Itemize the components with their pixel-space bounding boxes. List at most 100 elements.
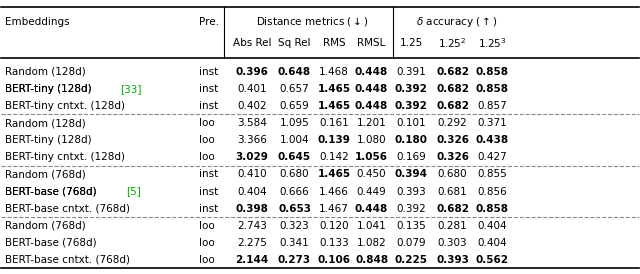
Text: Pre.: Pre. bbox=[199, 17, 219, 27]
Text: 0.682: 0.682 bbox=[436, 101, 469, 111]
Text: 0.120: 0.120 bbox=[319, 221, 349, 231]
Text: 0.392: 0.392 bbox=[395, 101, 428, 111]
Text: 0.659: 0.659 bbox=[280, 101, 309, 111]
Text: $\delta$ accuracy ($\uparrow$): $\delta$ accuracy ($\uparrow$) bbox=[415, 15, 497, 29]
Text: 0.648: 0.648 bbox=[278, 67, 311, 77]
Text: RMSL: RMSL bbox=[357, 38, 386, 48]
Text: Random (768d): Random (768d) bbox=[4, 221, 85, 231]
Text: inst: inst bbox=[199, 84, 218, 94]
Text: 0.856: 0.856 bbox=[477, 187, 507, 196]
Text: 0.133: 0.133 bbox=[319, 238, 349, 248]
Text: loo: loo bbox=[199, 118, 214, 128]
Text: 0.855: 0.855 bbox=[477, 169, 507, 179]
Text: 0.401: 0.401 bbox=[237, 84, 267, 94]
Text: 0.101: 0.101 bbox=[396, 118, 426, 128]
Text: loo: loo bbox=[199, 255, 214, 265]
Text: 0.326: 0.326 bbox=[436, 152, 469, 162]
Text: BERT-tiny cntxt. (128d): BERT-tiny cntxt. (128d) bbox=[4, 152, 125, 162]
Text: 0.225: 0.225 bbox=[395, 255, 428, 265]
Text: 1.082: 1.082 bbox=[356, 238, 387, 248]
Text: inst: inst bbox=[199, 101, 218, 111]
Text: 0.645: 0.645 bbox=[278, 152, 311, 162]
Text: 1.080: 1.080 bbox=[357, 135, 387, 145]
Text: 1.467: 1.467 bbox=[319, 204, 349, 214]
Text: inst: inst bbox=[199, 67, 218, 77]
Text: 1.468: 1.468 bbox=[319, 67, 349, 77]
Text: BERT-base cntxt. (768d): BERT-base cntxt. (768d) bbox=[4, 204, 129, 214]
Text: 0.396: 0.396 bbox=[236, 67, 268, 77]
Text: 1.095: 1.095 bbox=[280, 118, 309, 128]
Text: 0.682: 0.682 bbox=[436, 204, 469, 214]
Text: 0.657: 0.657 bbox=[280, 84, 309, 94]
Text: 0.341: 0.341 bbox=[280, 238, 309, 248]
Text: 0.448: 0.448 bbox=[355, 101, 388, 111]
Text: 3.029: 3.029 bbox=[236, 152, 268, 162]
Text: 1.25: 1.25 bbox=[399, 38, 423, 48]
Text: BERT-tiny cntxt. (128d): BERT-tiny cntxt. (128d) bbox=[4, 101, 125, 111]
Text: 1.465: 1.465 bbox=[317, 84, 351, 94]
Text: $1.25^2$: $1.25^2$ bbox=[438, 36, 467, 50]
Text: 0.450: 0.450 bbox=[357, 169, 387, 179]
Text: 1.056: 1.056 bbox=[355, 152, 388, 162]
Text: 0.562: 0.562 bbox=[476, 255, 509, 265]
Text: Embeddings: Embeddings bbox=[4, 17, 69, 27]
Text: inst: inst bbox=[199, 169, 218, 179]
Text: 0.404: 0.404 bbox=[477, 221, 507, 231]
Text: 1.465: 1.465 bbox=[317, 101, 351, 111]
Text: 0.303: 0.303 bbox=[438, 238, 467, 248]
Text: loo: loo bbox=[199, 135, 214, 145]
Text: 0.858: 0.858 bbox=[476, 84, 509, 94]
Text: 0.392: 0.392 bbox=[395, 84, 428, 94]
Text: 0.292: 0.292 bbox=[438, 118, 467, 128]
Text: 0.410: 0.410 bbox=[237, 169, 267, 179]
Text: 1.465: 1.465 bbox=[317, 169, 351, 179]
Text: 0.404: 0.404 bbox=[237, 187, 267, 196]
Text: 3.366: 3.366 bbox=[237, 135, 267, 145]
Text: 0.682: 0.682 bbox=[436, 67, 469, 77]
Text: 0.682: 0.682 bbox=[436, 84, 469, 94]
Text: 0.323: 0.323 bbox=[280, 221, 309, 231]
Text: Random (128d): Random (128d) bbox=[4, 67, 85, 77]
Text: BERT-tiny (128d): BERT-tiny (128d) bbox=[4, 84, 95, 94]
Text: 1.004: 1.004 bbox=[280, 135, 309, 145]
Text: Distance metrics ($\downarrow$): Distance metrics ($\downarrow$) bbox=[256, 15, 369, 28]
Text: 0.402: 0.402 bbox=[237, 101, 267, 111]
Text: 0.161: 0.161 bbox=[319, 118, 349, 128]
Text: BERT-base (768d): BERT-base (768d) bbox=[4, 187, 99, 196]
Text: 2.743: 2.743 bbox=[237, 221, 267, 231]
Text: BERT-base (768d): BERT-base (768d) bbox=[4, 238, 96, 248]
Text: RMS: RMS bbox=[323, 38, 346, 48]
Text: 0.142: 0.142 bbox=[319, 152, 349, 162]
Text: 0.680: 0.680 bbox=[280, 169, 309, 179]
Text: 2.144: 2.144 bbox=[235, 255, 268, 265]
Text: Sq Rel: Sq Rel bbox=[278, 38, 311, 48]
Text: 3.584: 3.584 bbox=[237, 118, 267, 128]
Text: loo: loo bbox=[199, 152, 214, 162]
Text: 0.438: 0.438 bbox=[476, 135, 509, 145]
Text: 0.392: 0.392 bbox=[396, 204, 426, 214]
Text: 0.848: 0.848 bbox=[355, 255, 388, 265]
Text: inst: inst bbox=[199, 187, 218, 196]
Text: 0.169: 0.169 bbox=[396, 152, 426, 162]
Text: BERT-base cntxt. (768d): BERT-base cntxt. (768d) bbox=[4, 255, 129, 265]
Text: [33]: [33] bbox=[120, 84, 141, 94]
Text: 0.858: 0.858 bbox=[476, 204, 509, 214]
Text: 0.666: 0.666 bbox=[280, 187, 309, 196]
Text: Random (768d): Random (768d) bbox=[4, 169, 85, 179]
Text: 0.079: 0.079 bbox=[396, 238, 426, 248]
Text: 0.139: 0.139 bbox=[317, 135, 351, 145]
Text: 0.106: 0.106 bbox=[317, 255, 351, 265]
Text: 0.448: 0.448 bbox=[355, 204, 388, 214]
Text: 0.393: 0.393 bbox=[436, 255, 469, 265]
Text: Random (128d): Random (128d) bbox=[4, 118, 85, 128]
Text: 0.680: 0.680 bbox=[438, 169, 467, 179]
Text: 2.275: 2.275 bbox=[237, 238, 267, 248]
Text: Abs Rel: Abs Rel bbox=[232, 38, 271, 48]
Text: 0.858: 0.858 bbox=[476, 67, 509, 77]
Text: BERT-base (768d): BERT-base (768d) bbox=[4, 187, 99, 196]
Text: 0.398: 0.398 bbox=[236, 204, 268, 214]
Text: 1.466: 1.466 bbox=[319, 187, 349, 196]
Text: 0.135: 0.135 bbox=[396, 221, 426, 231]
Text: 0.448: 0.448 bbox=[355, 67, 388, 77]
Text: loo: loo bbox=[199, 238, 214, 248]
